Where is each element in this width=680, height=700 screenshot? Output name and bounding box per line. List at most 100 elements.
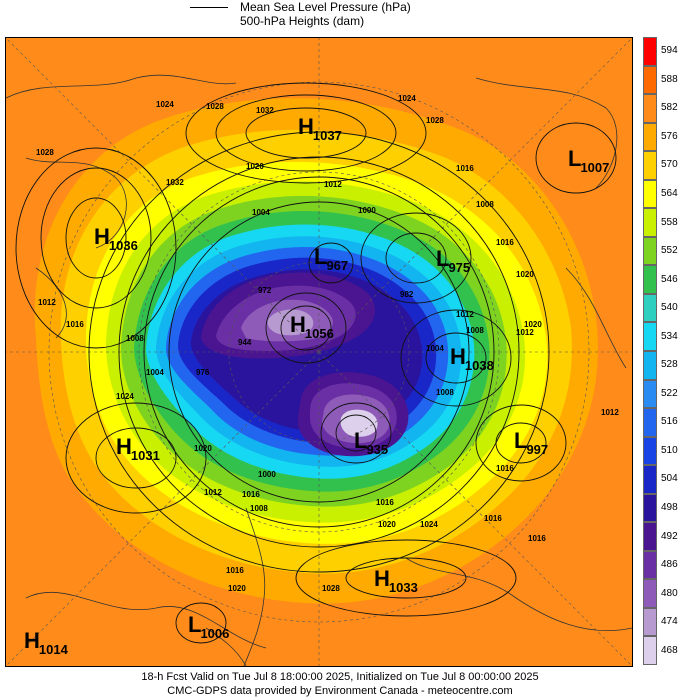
isobar-label: 1024: [156, 100, 174, 109]
isobar-label: 1012: [516, 328, 534, 337]
low-pressure-967: L967: [314, 244, 348, 273]
isobar-label: 976: [196, 368, 210, 377]
isobar-label: 1008: [250, 504, 268, 513]
colorbar-label-510: 510: [661, 444, 678, 456]
coastlines: [6, 74, 632, 666]
low-pressure-975-value: 975: [448, 260, 471, 275]
high-pressure-1056: H1056: [290, 312, 334, 341]
high-pressure-1037-letter: H: [298, 114, 314, 139]
high-pressure-1031: H1031: [116, 434, 160, 463]
high-pressure-1014-value: 1014: [38, 642, 68, 657]
isobar-label: 1016: [484, 514, 502, 523]
mslp-line-sample: [190, 7, 228, 8]
graticule: [6, 38, 632, 666]
colorbar-label-558: 558: [661, 216, 678, 228]
colorbar-label-528: 528: [661, 359, 678, 371]
height-colorbar: 594 588 582 576 570 564 558 552 546 540 534 528 522 5…: [643, 37, 679, 665]
isobar-label: 1024: [420, 520, 438, 529]
isobar-label: 1020: [228, 584, 246, 593]
low-pressure-1007-letter: L: [568, 146, 582, 171]
low-pressure-1006: L1006: [188, 612, 229, 641]
colorbar-label-576: 576: [661, 130, 678, 142]
colorbar-swatch-546: [643, 265, 657, 294]
weather-map: H1037 L1007 H1036 L967 L975 H1056 H1038 L935 L99…: [5, 37, 633, 667]
colorbar-label-480: 480: [661, 587, 678, 599]
colorbar-label-516: 516: [661, 416, 678, 428]
height-468-core: [340, 409, 378, 437]
colorbar-swatch-480: [643, 579, 657, 608]
colorbar-swatch-486: [643, 550, 657, 580]
colorbar-swatch-588: [643, 65, 657, 95]
colorbar-swatch-474: [643, 607, 657, 637]
colorbar-label-540: 540: [661, 302, 678, 314]
isobar-label: 1004: [426, 344, 444, 353]
colorbar-swatch-576: [643, 122, 657, 152]
colorbar-label-546: 546: [661, 273, 678, 285]
high-pressure-1056-letter: H: [290, 312, 306, 337]
colorbar-label-468: 468: [661, 644, 678, 656]
isobar-label: 1012: [324, 180, 342, 189]
legend: Mean Sea Level Pressure (hPa) 500-hPa He…: [190, 0, 510, 36]
colorbar-label-474: 474: [661, 616, 678, 628]
colorbar-label-588: 588: [661, 73, 678, 85]
low-pressure-967-value: 967: [326, 258, 349, 273]
low-pressure-997-letter: L: [514, 428, 528, 453]
low-pressure-997-value: 997: [526, 442, 549, 457]
isobar-label: 944: [238, 338, 252, 347]
colorbar-swatch-510: [643, 436, 657, 466]
height-474-core: [267, 309, 314, 336]
colorbar-swatch-594: [643, 37, 657, 66]
isobar-label: 1012: [601, 408, 619, 417]
colorbar-label-594: 594: [661, 45, 678, 57]
low-pressure-967-letter: L: [314, 244, 328, 269]
high-pressure-1038-letter: H: [450, 344, 466, 369]
high-pressure-1014: H1014: [24, 628, 68, 657]
high-pressure-1037-value: 1037: [312, 128, 342, 143]
isobar-label: 1000: [358, 206, 376, 215]
isobar-label: 1012: [456, 310, 474, 319]
isobar-label: 1008: [126, 334, 144, 343]
low-pressure-1006-letter: L: [188, 612, 202, 637]
legend-mslp-label: Mean Sea Level Pressure (hPa): [240, 0, 411, 14]
colorbar-swatch-522: [643, 379, 657, 409]
isobar-label: 1008: [476, 200, 494, 209]
colorbar-label-492: 492: [661, 530, 678, 542]
colorbar-swatch-468: [643, 636, 657, 665]
high-pressure-1037: H1037: [298, 114, 342, 143]
high-pressure-1033: H1033: [374, 566, 418, 595]
isobar-label: 1016: [456, 164, 474, 173]
low-pressure-1007-value: 1007: [580, 160, 610, 175]
footer-valid-time: 18-h Fcst Valid on Tue Jul 8 18:00:00 20…: [141, 671, 539, 683]
isobar-label: 1028: [206, 102, 224, 111]
high-pressure-1033-letter: H: [374, 566, 390, 591]
isobar-label: 1020: [516, 270, 534, 279]
isobar-label: 1012: [38, 298, 56, 307]
isobar-label: 1016: [376, 498, 394, 507]
isobar-label: 1004: [252, 208, 270, 217]
low-pressure-935: L935: [354, 428, 388, 457]
high-pressure-1056-value: 1056: [304, 326, 334, 341]
isobar-label: 1032: [166, 178, 184, 187]
isobar-label: 1016: [66, 320, 84, 329]
low-pressure-997: L997: [514, 428, 548, 457]
isobar-label: 1004: [146, 368, 164, 377]
isobar-label: 1016: [226, 566, 244, 575]
isobar-label: 1020: [194, 444, 212, 453]
high-pressure-1036-letter: H: [94, 224, 110, 249]
isobar-label: 1000: [258, 470, 276, 479]
colorbar-label-570: 570: [661, 159, 678, 171]
high-pressure-1036: H1036: [94, 224, 138, 253]
isobar-label: 1012: [204, 488, 222, 497]
legend-heights-label: 500-hPa Heights (dam): [240, 14, 365, 28]
colorbar-label-534: 534: [661, 330, 678, 342]
isobar-label: 1008: [466, 326, 484, 335]
isobar-label: 1020: [246, 162, 264, 171]
isobar-label: 1016: [496, 464, 514, 473]
isobar-label: 982: [400, 290, 414, 299]
footer-credit: CMC-GDPS data provided by Environment Ca…: [167, 685, 513, 697]
low-pressure-935-value: 935: [366, 442, 389, 457]
isobar-label: 1020: [524, 320, 542, 329]
colorbar-label-498: 498: [661, 502, 678, 513]
isobar-label: 1024: [116, 392, 134, 401]
isobar-label: 972: [258, 286, 272, 295]
